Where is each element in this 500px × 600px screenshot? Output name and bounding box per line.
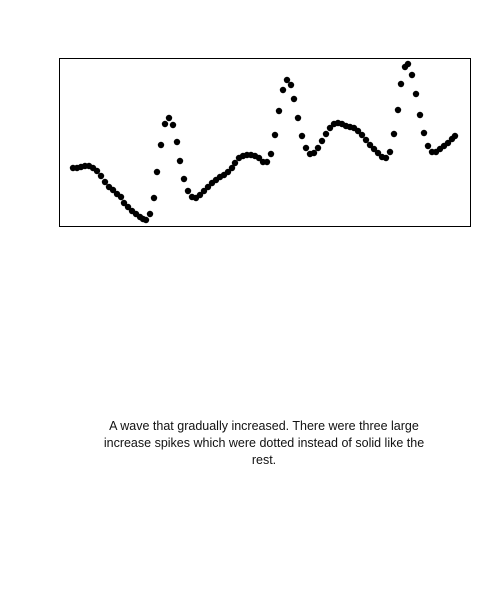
point	[117, 193, 125, 201]
point	[287, 81, 295, 89]
point	[228, 164, 236, 172]
point	[416, 111, 424, 119]
point	[412, 90, 420, 98]
point	[279, 86, 287, 94]
point	[153, 168, 161, 176]
point	[157, 141, 165, 149]
point	[390, 130, 398, 138]
point	[386, 148, 394, 156]
point	[267, 150, 275, 158]
point	[124, 203, 132, 211]
caption: A wave that gradually increased. There w…	[103, 419, 425, 467]
point	[362, 136, 370, 144]
point	[283, 76, 291, 84]
point	[224, 168, 232, 176]
point	[275, 107, 283, 115]
point	[404, 60, 412, 68]
point	[294, 114, 302, 122]
point	[322, 130, 330, 138]
point	[255, 154, 263, 162]
point	[451, 132, 459, 140]
point	[382, 154, 390, 162]
point	[120, 199, 128, 207]
point	[196, 191, 204, 199]
point	[444, 139, 452, 147]
point	[231, 159, 239, 167]
point	[358, 131, 366, 139]
point	[302, 144, 310, 152]
point	[204, 183, 212, 191]
point	[93, 167, 101, 175]
point	[150, 194, 158, 202]
point	[146, 210, 154, 218]
point	[290, 95, 298, 103]
point	[271, 131, 279, 139]
point	[374, 149, 382, 157]
point	[354, 127, 362, 135]
point	[397, 80, 405, 88]
point	[394, 106, 402, 114]
point	[424, 142, 432, 150]
point	[165, 114, 173, 122]
point	[109, 186, 117, 194]
point	[263, 158, 271, 166]
point	[161, 120, 169, 128]
point	[314, 144, 322, 152]
point	[370, 145, 378, 153]
point	[318, 137, 326, 145]
point	[176, 157, 184, 165]
point	[169, 121, 177, 129]
point	[200, 187, 208, 195]
point	[142, 216, 150, 224]
point	[101, 178, 109, 186]
point	[180, 175, 188, 183]
point	[420, 129, 428, 137]
point	[408, 71, 416, 79]
point	[173, 138, 181, 146]
point	[326, 124, 334, 132]
point	[298, 132, 306, 140]
point	[366, 141, 374, 149]
point	[97, 172, 105, 180]
plot-frame	[59, 58, 471, 227]
point	[310, 149, 318, 157]
point	[184, 187, 192, 195]
